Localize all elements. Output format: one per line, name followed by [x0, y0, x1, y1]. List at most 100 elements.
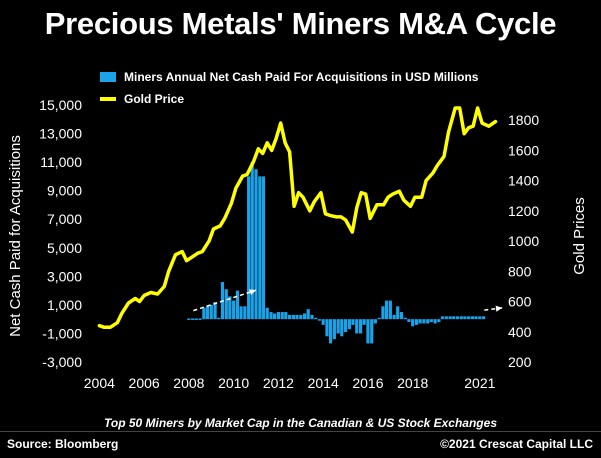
bar — [310, 314, 314, 320]
bar — [392, 314, 396, 320]
legend-item-bars: Miners Annual Net Cash Paid For Acquisit… — [100, 66, 478, 88]
bar — [381, 306, 385, 320]
annotation-arrow — [484, 305, 503, 312]
bar — [347, 319, 351, 330]
y-left-tick-label: 15,000 — [39, 97, 82, 113]
bar — [317, 319, 321, 321]
source-note: Source: Bloomberg — [7, 437, 119, 451]
x-tick-label: 2014 — [308, 375, 339, 391]
y-left-tick-label: 7,000 — [47, 211, 82, 227]
bar — [355, 319, 359, 334]
bar — [291, 314, 296, 320]
bar — [209, 304, 213, 320]
bar — [418, 319, 422, 324]
x-tick-label: 2021 — [464, 375, 495, 391]
bar — [261, 176, 266, 320]
gold-price-line — [97, 106, 498, 329]
bar — [321, 319, 325, 325]
bar — [288, 314, 292, 320]
legend-swatch-line — [100, 97, 116, 101]
bar — [328, 319, 333, 344]
bar — [243, 306, 247, 320]
bar — [463, 316, 467, 320]
x-tick-label: 2012 — [263, 375, 294, 391]
chart-subtitle: Top 50 Miners by Market Cap in the Canad… — [104, 416, 497, 430]
bar — [269, 312, 273, 320]
bar — [191, 318, 195, 320]
bar — [295, 314, 299, 320]
bar — [370, 319, 374, 344]
x-tick-label: 2016 — [352, 375, 383, 391]
bar — [444, 316, 448, 320]
bar — [273, 313, 277, 320]
legend-swatch-bars — [100, 72, 116, 82]
bar — [429, 319, 433, 323]
bar — [437, 319, 441, 323]
y-right-tick-label: 1000 — [508, 233, 539, 249]
bar — [407, 319, 411, 323]
bar — [187, 318, 191, 320]
y-right-tick-label: 400 — [508, 324, 532, 340]
bar — [399, 312, 404, 320]
y-left-tick-label: -1,000 — [42, 325, 82, 341]
y-right-tick-label: 800 — [508, 263, 532, 279]
chart-title: Precious Metals' Miners M&A Cycle — [44, 6, 557, 41]
bar — [433, 319, 437, 324]
y-right-tick-label: 200 — [508, 354, 532, 370]
legend-label-bars: Miners Annual Net Cash Paid For Acquisit… — [124, 70, 479, 84]
bar — [280, 312, 284, 320]
y-right-ticks: 200 400 600 800 1000 1200 1400 1600 1800 — [508, 112, 539, 370]
y-left-axis-label: Net Cash Paid for Acquisitions — [7, 135, 24, 337]
bar — [235, 290, 240, 320]
bar — [213, 302, 217, 320]
x-tick-label: 2018 — [397, 375, 428, 391]
bar — [250, 162, 254, 320]
y-left-ticks: -3,000 -1,000 1,000 3,000 5,000 7,000 9,000 11,… — [39, 97, 82, 370]
annotation-arrows — [193, 289, 503, 312]
bar — [459, 316, 463, 320]
bar — [306, 309, 310, 320]
bar — [452, 316, 456, 320]
bar — [336, 319, 340, 334]
y-right-tick-label: 1800 — [508, 112, 539, 128]
bar — [303, 313, 307, 320]
bar — [254, 169, 258, 320]
bar — [474, 316, 478, 320]
bar — [351, 319, 355, 325]
bar — [205, 306, 210, 320]
bar — [470, 316, 475, 320]
y-right-tick-label: 1400 — [508, 173, 539, 189]
bar — [194, 318, 198, 320]
legend: Miners Annual Net Cash Paid For Acquisit… — [100, 66, 478, 110]
x-tick-label: 2008 — [173, 375, 204, 391]
bar — [426, 319, 430, 324]
bar — [377, 317, 381, 320]
bar — [388, 300, 392, 320]
bar — [362, 319, 366, 325]
bar — [403, 317, 407, 320]
x-ticks: 2004 2006 2008 2010 2012 2014 2016 2018 2021 — [84, 375, 496, 391]
bar — [224, 289, 228, 320]
y-right-tick-label: 1200 — [508, 203, 539, 219]
bar — [467, 316, 471, 320]
copyright-note: ©2021 Crescat Capital LLC — [440, 437, 593, 451]
bar — [265, 307, 269, 320]
bar — [411, 319, 415, 327]
bar — [448, 316, 452, 320]
bar — [482, 316, 486, 320]
bar — [228, 296, 232, 320]
bar — [440, 316, 445, 320]
bar — [299, 314, 303, 320]
y-left-tick-label: 1,000 — [47, 297, 82, 313]
bar — [276, 312, 281, 320]
y-left-tick-label: 11,000 — [40, 154, 82, 170]
y-left-tick-label: -3,000 — [42, 354, 82, 370]
footer-divider — [0, 431, 601, 432]
bar — [455, 316, 460, 320]
arrow-shaft — [193, 289, 257, 312]
bar — [247, 176, 251, 320]
bar — [340, 319, 344, 337]
annotation-arrow — [193, 289, 257, 312]
y-left-tick-label: 3,000 — [47, 268, 82, 284]
